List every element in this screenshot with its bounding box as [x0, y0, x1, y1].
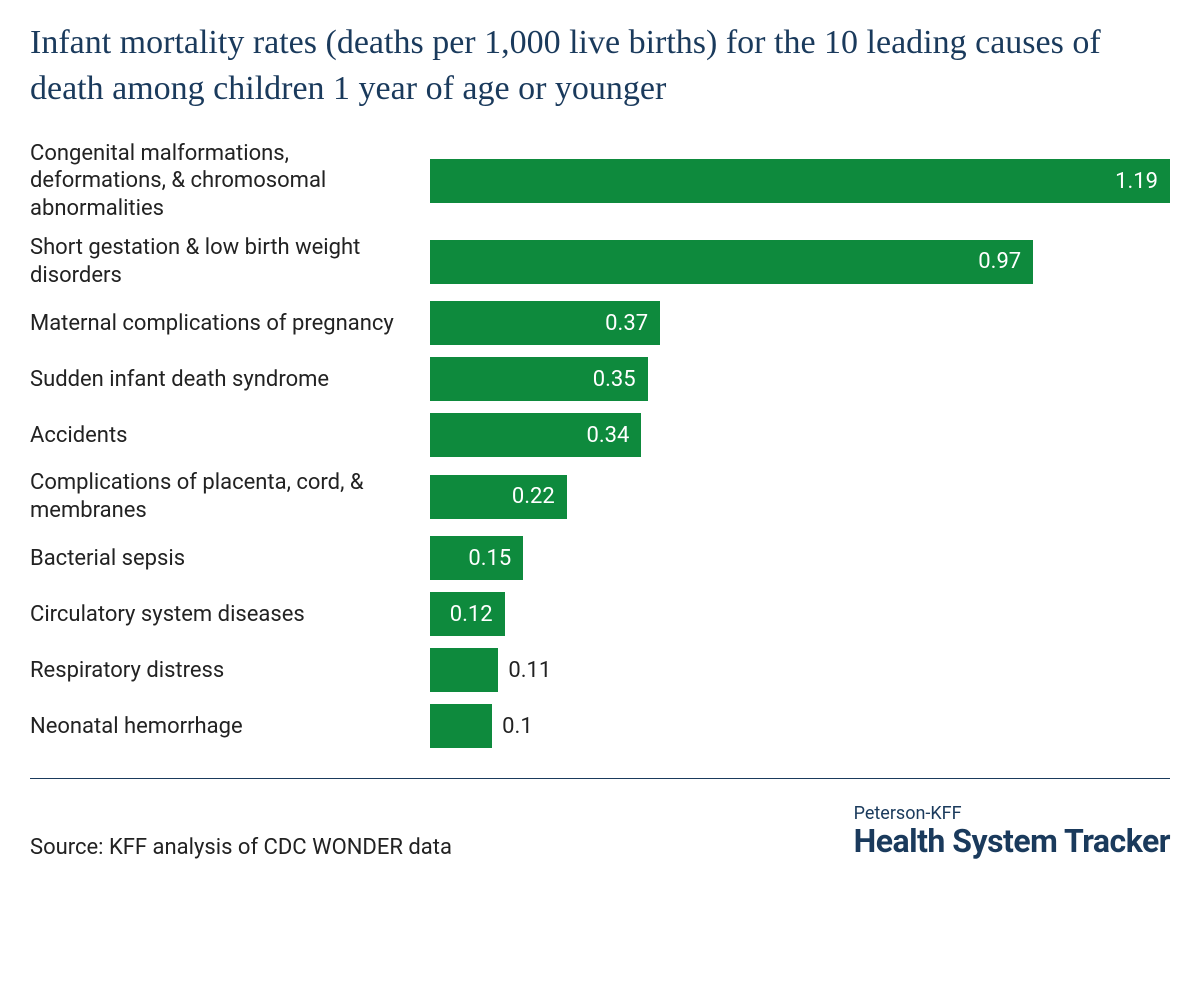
bar-value: 0.35 — [593, 367, 636, 392]
bar: 1.19 — [430, 159, 1170, 203]
bar-area: 0.34 — [430, 413, 1170, 457]
bar: 0.22 — [430, 475, 567, 519]
chart-row: Circulatory system diseases 0.12 — [30, 592, 1170, 636]
bar-value: 0.97 — [978, 249, 1021, 274]
chart-row: Accidents 0.34 — [30, 413, 1170, 457]
chart-row: Neonatal hemorrhage 0.1 — [30, 704, 1170, 748]
bar-label: Maternal complications of pregnancy — [30, 310, 430, 338]
bar-area: 0.37 — [430, 301, 1170, 345]
bar-label: Accidents — [30, 422, 430, 450]
brand-logo: Peterson-KFF Health System Tracker — [854, 803, 1170, 860]
bar — [430, 704, 492, 748]
bar-value: 1.19 — [1115, 169, 1158, 194]
bar-value: 0.15 — [468, 546, 511, 571]
bar: 0.97 — [430, 240, 1033, 284]
bar-value: 0.22 — [512, 484, 555, 509]
bar-value: 0.11 — [508, 658, 551, 683]
chart-row: Respiratory distress 0.11 — [30, 648, 1170, 692]
bar-label: Circulatory system diseases — [30, 601, 430, 629]
chart-title: Infant mortality rates (deaths per 1,000… — [30, 20, 1170, 112]
bar: 0.15 — [430, 536, 523, 580]
footer-divider — [30, 778, 1170, 779]
bar — [430, 648, 498, 692]
bar-area: 0.15 — [430, 536, 1170, 580]
bar-area: 0.97 — [430, 240, 1170, 284]
bar: 0.37 — [430, 301, 660, 345]
chart-row: Maternal complications of pregnancy 0.37 — [30, 301, 1170, 345]
bar-label: Sudden infant death syndrome — [30, 366, 430, 394]
brand-large-text: Health System Tracker — [854, 822, 1170, 860]
bar-value: 0.1 — [502, 714, 533, 739]
chart-row: Congenital malformations, deformations, … — [30, 140, 1170, 223]
bar-label: Bacterial sepsis — [30, 545, 430, 573]
bar-value: 0.12 — [450, 602, 493, 627]
bar-area: 0.11 — [430, 648, 1170, 692]
brand-small-text: Peterson-KFF — [854, 803, 1170, 824]
bar-label: Neonatal hemorrhage — [30, 713, 430, 741]
bar-area: 0.1 — [430, 704, 1170, 748]
bar-area: 0.22 — [430, 475, 1170, 519]
bar-area: 0.12 — [430, 592, 1170, 636]
bar-label: Respiratory distress — [30, 657, 430, 685]
bar-label: Short gestation & low birth weight disor… — [30, 234, 430, 289]
bar-label: Congenital malformations, deformations, … — [30, 140, 430, 223]
chart-row: Complications of placenta, cord, & membr… — [30, 469, 1170, 524]
chart-row: Short gestation & low birth weight disor… — [30, 234, 1170, 289]
bar: 0.35 — [430, 357, 648, 401]
bar-value: 0.37 — [605, 311, 648, 336]
footer: Source: KFF analysis of CDC WONDER data … — [30, 803, 1170, 860]
source-text: Source: KFF analysis of CDC WONDER data — [30, 835, 452, 860]
chart-row: Bacterial sepsis 0.15 — [30, 536, 1170, 580]
bar: 0.34 — [430, 413, 641, 457]
bar-area: 0.35 — [430, 357, 1170, 401]
bar-value: 0.34 — [587, 423, 630, 448]
bar-chart: Congenital malformations, deformations, … — [30, 140, 1170, 749]
bar-area: 1.19 — [430, 159, 1170, 203]
chart-row: Sudden infant death syndrome 0.35 — [30, 357, 1170, 401]
bar-label: Complications of placenta, cord, & membr… — [30, 469, 430, 524]
bar: 0.12 — [430, 592, 505, 636]
